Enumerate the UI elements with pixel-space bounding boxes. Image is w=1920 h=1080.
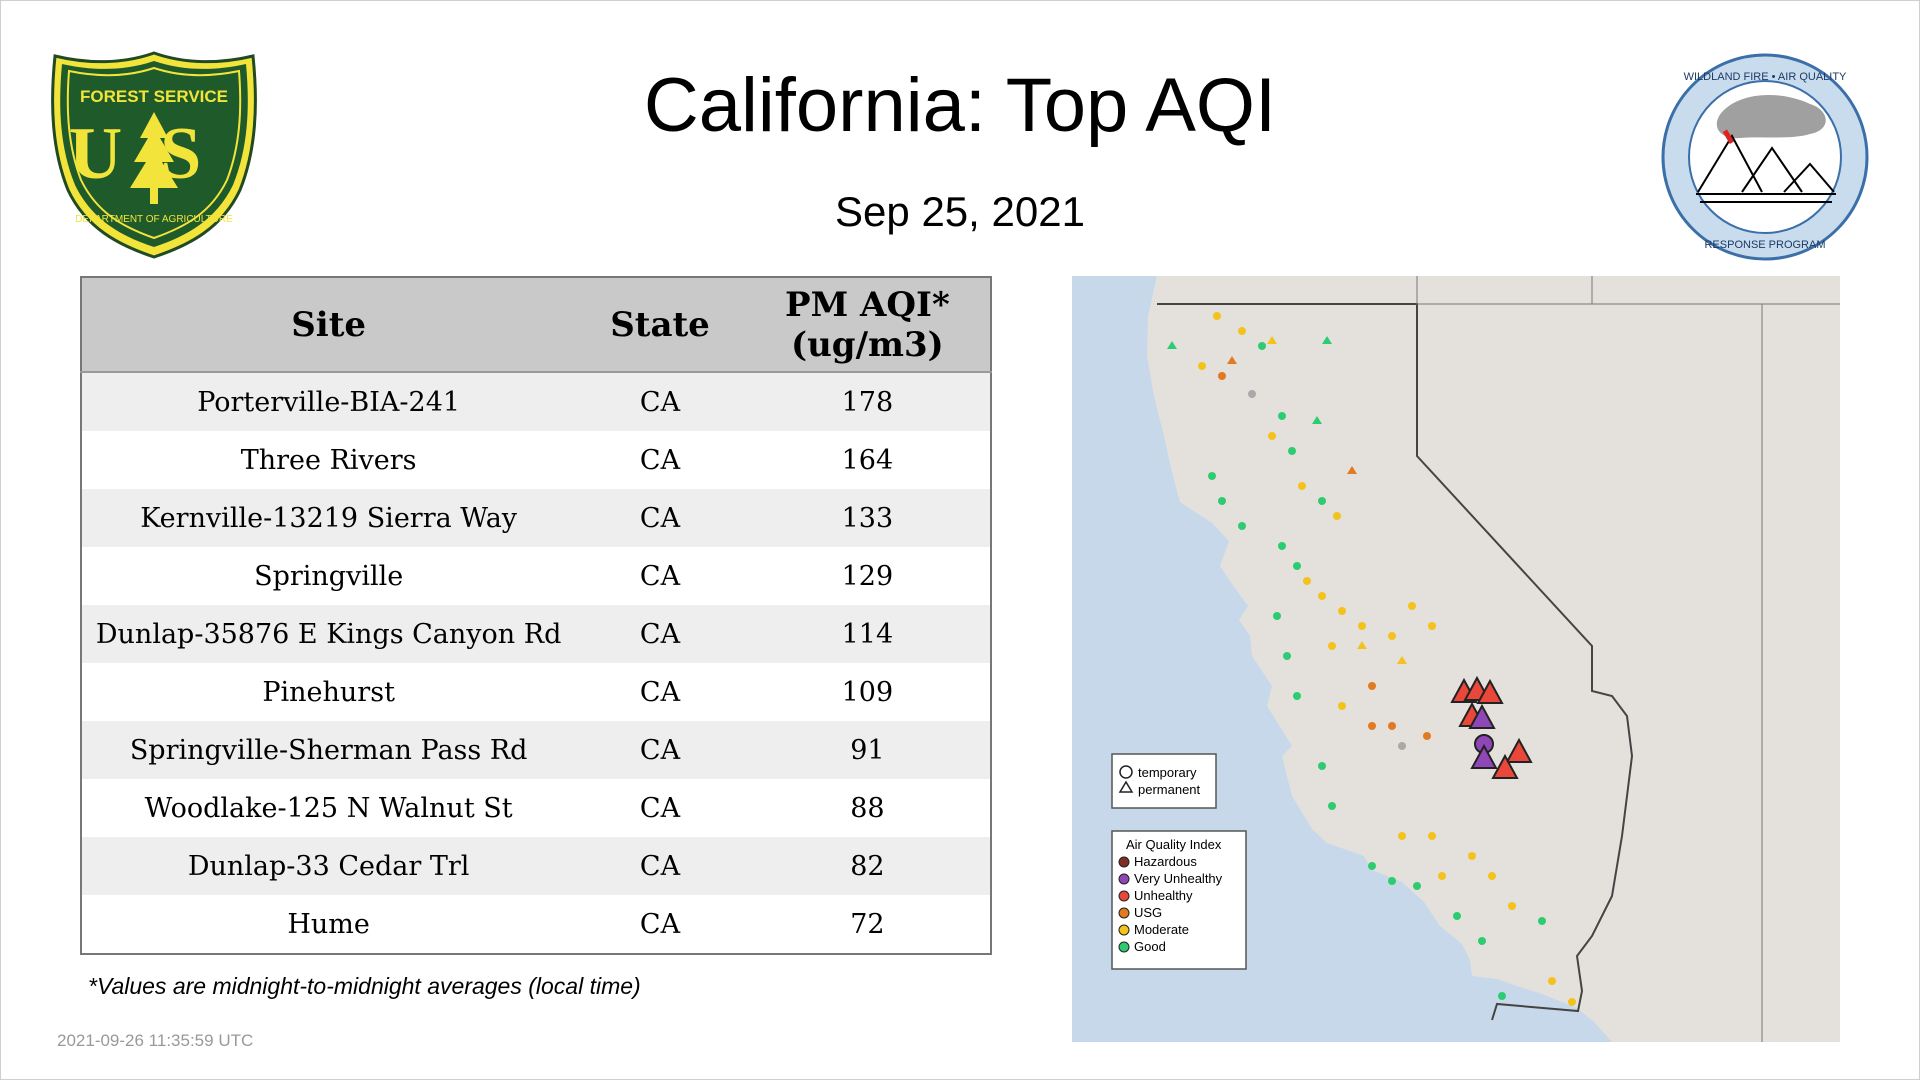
cell-state: CA [575,605,745,663]
legend-temporary: temporary [1138,765,1197,780]
cell-site: Woodlake-125 N Walnut St [81,779,576,837]
legend-permanent: permanent [1138,782,1201,797]
table-row: Three Rivers CA 164 [81,431,991,489]
legend-title: Air Quality Index [1126,837,1222,852]
table-row: Woodlake-125 N Walnut St CA 88 [81,779,991,837]
cell-state: CA [575,895,745,954]
cell-aqi: 82 [744,837,991,895]
cell-aqi: 91 [744,721,991,779]
cell-site: Dunlap-33 Cedar Trl [81,837,576,895]
wildland-wordmark: WILDLAND FIRE • AIR QUALITY [1684,71,1847,83]
forest-service-logo: FOREST SERVICE US DEPARTMENT OF AGRICULT… [51,51,257,259]
header-aqi-line1: PM AQI* [785,284,950,325]
unhealthy-markers [1450,675,1533,779]
cell-state: CA [575,489,745,547]
table-header-row: Site State PM AQI* (ug/m3) [81,277,991,373]
cell-site: Porterville-BIA-241 [81,372,576,431]
permanent-marker-icon [1118,780,1134,793]
state-borders [1157,303,1634,1021]
cell-aqi: 164 [744,431,991,489]
header-state: State [575,277,745,373]
temporary-marker-icon [1119,765,1133,779]
land [1147,276,1840,1042]
legend-label: Moderate [1134,922,1189,937]
legend-swatch [1118,856,1130,868]
table-row: Springville CA 129 [81,547,991,605]
legend-swatch [1118,907,1130,919]
monitor-markers [1167,312,1576,1006]
department-wordmark: DEPARTMENT OF AGRICULTURE [75,214,233,225]
fire-flag-icon [1722,129,1735,145]
table-row: Pinehurst CA 109 [81,663,991,721]
aqi-legend: Air Quality Index Hazardous Very Unhealth… [1111,830,1247,970]
timestamp: 2021-09-26 11:35:59 UTC [57,1031,254,1050]
cell-state: CA [575,547,745,605]
cell-site: Dunlap-35876 E Kings Canyon Rd [81,605,576,663]
header-aqi: PM AQI* (ug/m3) [744,277,991,373]
table-row: Springville-Sherman Pass Rd CA 91 [81,721,991,779]
forest-service-wordmark: FOREST SERVICE [80,87,228,106]
cell-state: CA [575,837,745,895]
cell-site: Springville [81,547,576,605]
aqi-table: Site State PM AQI* (ug/m3) Porterville-B… [80,276,992,955]
table-row: Dunlap-33 Cedar Trl CA 82 [81,837,991,895]
cell-site: Pinehurst [81,663,576,721]
neighbor-borders [1416,276,1840,1042]
legend-label: Hazardous [1134,854,1197,869]
cell-aqi: 129 [744,547,991,605]
legend-swatch [1118,873,1130,885]
aqi-monitor-map: temporary permanent Air Quality Index Ha… [1072,276,1840,1042]
legend-label: Very Unhealthy [1134,871,1223,886]
response-program-wordmark: RESPONSE PROGRAM [1704,239,1825,251]
cell-site: Three Rivers [81,431,576,489]
report-date: Sep 25, 2021 [835,188,1085,235]
legend-swatch [1118,941,1130,953]
table-row: Kernville-13219 Sierra Way CA 133 [81,489,991,547]
footnote: *Values are midnight-to-midnight average… [88,973,641,999]
table-row: Hume CA 72 [81,895,991,954]
cell-site: Springville-Sherman Pass Rd [81,721,576,779]
cell-site: Kernville-13219 Sierra Way [81,489,576,547]
cell-state: CA [575,431,745,489]
table-row: Dunlap-35876 E Kings Canyon Rd CA 114 [81,605,991,663]
cell-state: CA [575,721,745,779]
legend-swatch [1118,890,1130,902]
cell-aqi: 88 [744,779,991,837]
cell-state: CA [575,372,745,431]
page-title: California: Top AQI [643,63,1277,148]
legend-label: Good [1134,939,1166,954]
smoke-plume-icon [1716,94,1826,139]
header-aqi-line2: (ug/m3) [791,324,944,365]
legend-label: Unhealthy [1134,888,1193,903]
cell-aqi: 178 [744,372,991,431]
cell-site: Hume [81,895,576,954]
cell-state: CA [575,779,745,837]
table-row: Porterville-BIA-241 CA 178 [81,372,991,431]
pine-tree-icon [130,112,178,204]
cell-aqi: 72 [744,895,991,954]
shape-legend: temporary permanent [1111,753,1217,809]
cell-aqi: 109 [744,663,991,721]
cell-aqi: 133 [744,489,991,547]
legend-label: USG [1134,905,1162,920]
cell-aqi: 114 [744,605,991,663]
cell-state: CA [575,663,745,721]
wildland-fire-logo: WILDLAND FIRE • AIR QUALITY RESPONSE PRO… [1661,53,1869,261]
legend-swatch [1118,924,1130,936]
mountains-icon [1696,133,1836,203]
header-site: Site [81,277,576,373]
